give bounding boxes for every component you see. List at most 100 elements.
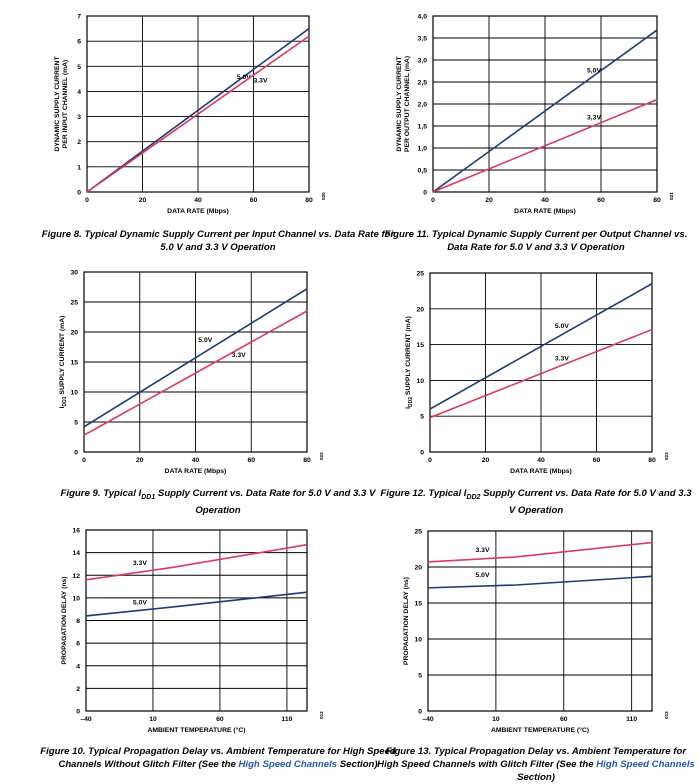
y-tick-label: 10 [72,595,80,602]
y-axis-label: PER INPUT CHANNEL (mA) [62,60,69,149]
series-line [83,288,308,428]
y-tick-label: 16 [72,528,80,535]
plot-frame [427,530,653,712]
y-tick-label: 3 [77,114,81,121]
y-tick-label: 5 [77,64,81,71]
y-tick-label: 25 [416,271,424,278]
caption-text: Figure 11. Typical Dynamic Supply Curren… [384,229,688,253]
x-tick-label: 60 [597,197,605,204]
y-tick-label: 0 [74,450,78,457]
figure-code: 022 [319,452,324,460]
figure-caption: Figure 12. Typical IDD2 Supply Current v… [376,487,696,517]
y-tick-label: 2,5 [418,80,428,87]
x-tick-label: 20 [139,197,147,204]
series-label: 5.0V [476,572,490,579]
y-tick-label: 6 [76,641,80,648]
series-line [432,98,658,193]
plot-frame [432,15,658,193]
y-tick-label: 1,0 [418,146,428,153]
y-tick-label: 4 [76,663,80,670]
series-label: 5.0V [133,600,147,607]
x-axis-label: DATA RATE (Mbps) [514,208,576,215]
plot-frame [85,529,308,712]
series-line [85,591,308,617]
figure-code: 021 [669,192,674,200]
y-tick-label: 5 [418,673,422,680]
y-axis-label: DYNAMIC SUPPLY CURRENT [54,56,61,152]
y-tick-label: 15 [416,342,424,349]
y-tick-label: 0,5 [418,168,428,175]
y-axis-label: IDD1 SUPPLY CURRENT (mA) [59,316,68,409]
series-line [86,27,310,193]
x-tick-label: 60 [247,457,255,464]
y-tick-label: 20 [416,306,424,313]
caption-text: Figure 8. Typical Dynamic Supply Current… [41,229,395,253]
y-tick-label: 3,0 [418,58,428,65]
x-tick-label: 10 [492,716,500,723]
y-tick-label: 2,0 [418,102,428,109]
y-tick-label: 10 [414,637,422,644]
x-axis-label: AMBIENT TEMPERATURE (°C) [491,726,589,734]
x-tick-label: 10 [149,716,157,723]
y-tick-label: 0 [423,190,427,197]
y-axis-label: DYNAMIC SUPPLY CURRENT [396,56,403,152]
figure-code: 023 [664,452,669,460]
x-tick-label: 80 [303,457,311,464]
y-tick-label: 4 [77,89,81,96]
x-axis-label: AMBIENT TEMPERATURE (°C) [147,726,245,734]
figure-caption: Figure 8. Typical Dynamic Supply Current… [40,228,396,254]
caption-text: Supply Current vs. Data Rate for 5.0 V a… [480,488,692,516]
caption-link[interactable]: High Speed Channels [596,759,695,770]
caption-text: Figure 13. Typical Propagation Delay vs.… [377,746,687,770]
x-tick-label: 80 [648,457,656,464]
x-tick-label: 80 [653,197,661,204]
x-tick-label: 40 [192,457,200,464]
figure-code: 013 [664,711,669,719]
y-tick-label: 20 [414,565,422,572]
x-tick-label: 80 [305,197,313,204]
y-tick-label: 8 [76,618,80,625]
caption-text: Figure 12. Typical I [380,488,467,499]
y-tick-label: 6 [77,39,81,46]
series-label: 5.0V [555,323,569,330]
plot-frame [83,271,308,453]
figure-caption: Figure 13. Typical Propagation Delay vs.… [376,745,696,784]
y-tick-label: 1,5 [418,124,428,131]
x-tick-label: 40 [541,197,549,204]
y-tick-label: 14 [72,550,80,557]
series-label: 3.3V [476,547,490,554]
caption-link[interactable]: High Speed Channels [238,759,338,770]
y-tick-label: 5 [420,414,424,421]
y-tick-label: 2 [76,686,80,693]
y-axis-label: PROPAGATION DELAY (ns) [403,577,410,665]
y-tick-label: 0 [420,450,424,457]
y-tick-label: 0 [77,190,81,197]
y-tick-label: 2 [77,139,81,146]
y-tick-label: 30 [70,270,78,277]
series-label: 3.3V [133,560,147,567]
x-tick-label: 60 [593,457,601,464]
x-tick-label: 20 [136,457,144,464]
y-tick-label: 7 [77,14,81,21]
series-line [427,541,653,563]
x-axis-label: DATA RATE (Mbps) [510,468,572,475]
y-tick-label: 10 [70,390,78,397]
series-label: 3.3V [555,355,569,362]
caption-text: Section) [337,759,378,770]
series-label: 5,0V [587,67,601,74]
y-axis-label: PROPAGATION DELAY (ns) [61,576,68,664]
figure-caption: Figure 10. Typical Propagation Delay vs.… [40,745,396,771]
x-tick-label: 60 [250,197,258,204]
x-tick-label: –40 [80,716,92,723]
y-tick-label: 15 [414,601,422,608]
series-line [429,328,653,419]
x-tick-label: 0 [428,457,432,464]
y-tick-label: 15 [70,360,78,367]
y-tick-label: 10 [416,378,424,385]
caption-text: Supply Current vs. Data Rate for 5.0 V a… [155,488,376,516]
